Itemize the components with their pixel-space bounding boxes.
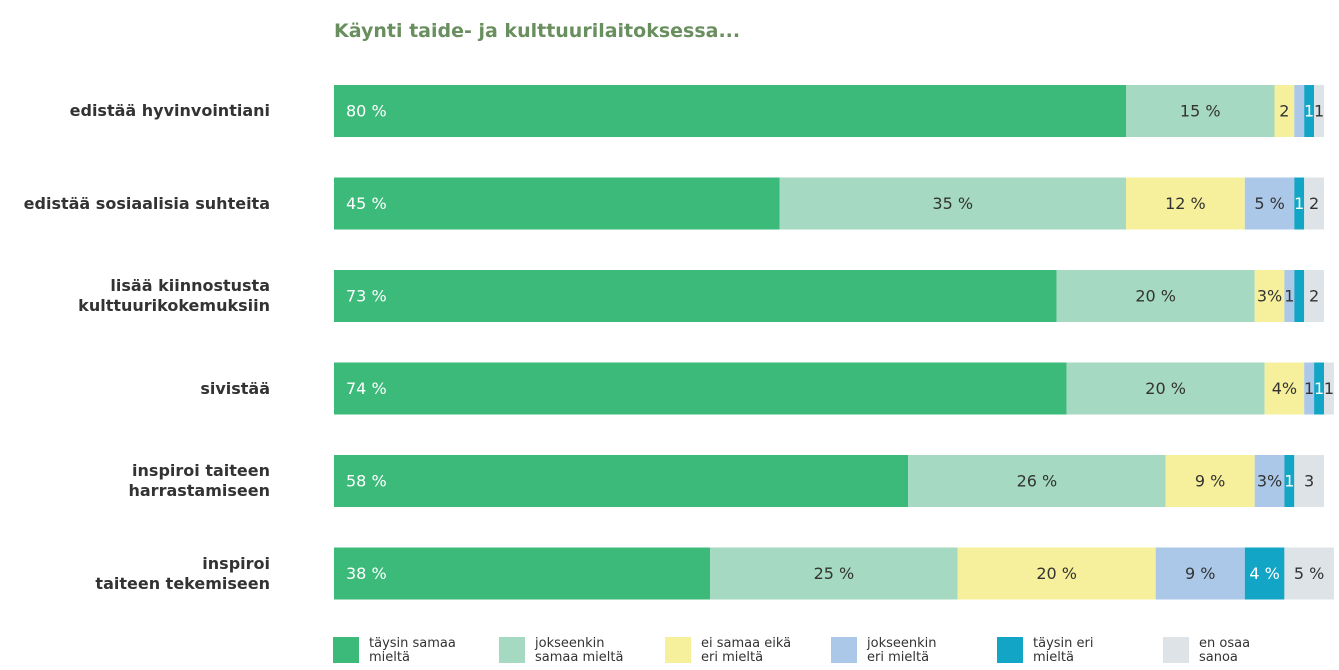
bar-segment bbox=[334, 177, 780, 230]
value-label: 25 % bbox=[814, 564, 855, 583]
bar-segment bbox=[334, 547, 711, 600]
bar-segment bbox=[334, 455, 909, 507]
bar-segment bbox=[1314, 85, 1324, 137]
value-label: 20 % bbox=[1036, 564, 1077, 583]
bar-segment bbox=[957, 547, 1156, 600]
legend-swatch bbox=[997, 637, 1023, 663]
category-label: edistää sosiaalisia suhteita bbox=[23, 193, 270, 213]
bar-segment bbox=[1155, 547, 1245, 600]
legend-label: en osaa sanoa bbox=[1199, 636, 1251, 665]
value-label: 20 % bbox=[1135, 287, 1176, 306]
legend-swatch bbox=[333, 637, 359, 663]
value-label: 20 % bbox=[1145, 379, 1186, 398]
legend-swatch bbox=[1163, 637, 1189, 663]
value-label: 15 % bbox=[1180, 102, 1221, 121]
bar-segment bbox=[1244, 547, 1285, 600]
bar-segment bbox=[1066, 362, 1265, 415]
value-label: 1 bbox=[1314, 379, 1324, 398]
bar-segment bbox=[1264, 362, 1305, 415]
bar-segment bbox=[334, 362, 1067, 415]
bar-segment bbox=[1304, 177, 1324, 230]
bar-segment bbox=[334, 85, 1126, 137]
value-label: 80 % bbox=[346, 102, 387, 121]
value-label: 1 bbox=[1304, 379, 1314, 398]
legend-label: jokseenkin eri mieltä bbox=[867, 636, 937, 665]
value-label: 58 % bbox=[346, 472, 387, 491]
bar-segment bbox=[1304, 362, 1315, 415]
value-label: 38 % bbox=[346, 564, 387, 583]
value-label: 1 bbox=[1294, 194, 1304, 213]
bar-segment bbox=[908, 455, 1166, 507]
value-label: 35 % bbox=[932, 194, 973, 213]
category-label: inspiroi taiteen harrastamiseen bbox=[128, 461, 270, 500]
bar-segment bbox=[1324, 362, 1334, 415]
chart-title: Käynti taide- ja kulttuurilaitoksessa... bbox=[334, 20, 741, 42]
value-label: 2 bbox=[1309, 194, 1319, 213]
bar-segment bbox=[1294, 455, 1324, 507]
bar-segment bbox=[1254, 270, 1285, 322]
value-label: 26 % bbox=[1017, 472, 1058, 491]
value-label: 1 bbox=[1304, 102, 1314, 121]
value-label: 9 % bbox=[1195, 472, 1225, 491]
bar-segment bbox=[1294, 85, 1305, 137]
bar-segment bbox=[1304, 85, 1315, 137]
legend-label: täysin samaa mieltä bbox=[369, 636, 456, 665]
bar-segment bbox=[1284, 455, 1295, 507]
legend-label: täysin eri mieltä bbox=[1033, 636, 1094, 665]
bar-segment bbox=[1126, 177, 1245, 230]
value-label: 3% bbox=[1257, 287, 1282, 306]
value-label: 12 % bbox=[1165, 194, 1206, 213]
value-label: 74 % bbox=[346, 379, 387, 398]
legend-swatch bbox=[499, 637, 525, 663]
value-label: 73 % bbox=[346, 287, 387, 306]
bar-segment bbox=[334, 270, 1057, 322]
value-label: 2 bbox=[1279, 102, 1289, 121]
value-label: 2 bbox=[1309, 287, 1319, 306]
category-label: lisää kiinnostusta kulttuurikokemuksiin bbox=[78, 276, 270, 315]
legend-swatch bbox=[831, 637, 857, 663]
value-label: 4 % bbox=[1249, 564, 1279, 583]
category-label: sivistää bbox=[200, 378, 270, 398]
bar-segment bbox=[1284, 547, 1334, 600]
value-label: 1 bbox=[1324, 379, 1334, 398]
bar-segment bbox=[1126, 85, 1275, 137]
value-label: 4% bbox=[1272, 379, 1297, 398]
bar-segment bbox=[1244, 177, 1295, 230]
bar-segment bbox=[1314, 362, 1324, 415]
bar-segment bbox=[710, 547, 958, 600]
bar-segment bbox=[779, 177, 1126, 230]
bar-segment bbox=[1254, 455, 1285, 507]
legend-label: ei samaa eikä eri mieltä bbox=[701, 636, 792, 665]
legend-label: jokseenkin samaa mieltä bbox=[535, 636, 624, 665]
bar-segment bbox=[1056, 270, 1255, 322]
bar-segment bbox=[1294, 177, 1305, 230]
value-label: 5 % bbox=[1294, 564, 1324, 583]
legend-swatch bbox=[665, 637, 691, 663]
value-label: 1 bbox=[1284, 472, 1294, 491]
value-label: 1 bbox=[1314, 102, 1324, 121]
bar-segment bbox=[1304, 270, 1324, 322]
value-label: 1 bbox=[1284, 287, 1294, 306]
value-label: 3 bbox=[1304, 472, 1314, 491]
value-label: 45 % bbox=[346, 194, 387, 213]
category-label: inspiroi taiteen tekemiseen bbox=[95, 553, 270, 593]
bar-segment bbox=[1294, 270, 1305, 322]
bar-segment bbox=[1284, 270, 1295, 322]
value-label: 3% bbox=[1257, 472, 1282, 491]
bar-segment bbox=[1165, 455, 1255, 507]
value-label: 5 % bbox=[1254, 194, 1284, 213]
category-label: edistää hyvinvointiani bbox=[69, 101, 270, 120]
value-label: 9 % bbox=[1185, 564, 1215, 583]
bar-segment bbox=[1274, 85, 1295, 137]
